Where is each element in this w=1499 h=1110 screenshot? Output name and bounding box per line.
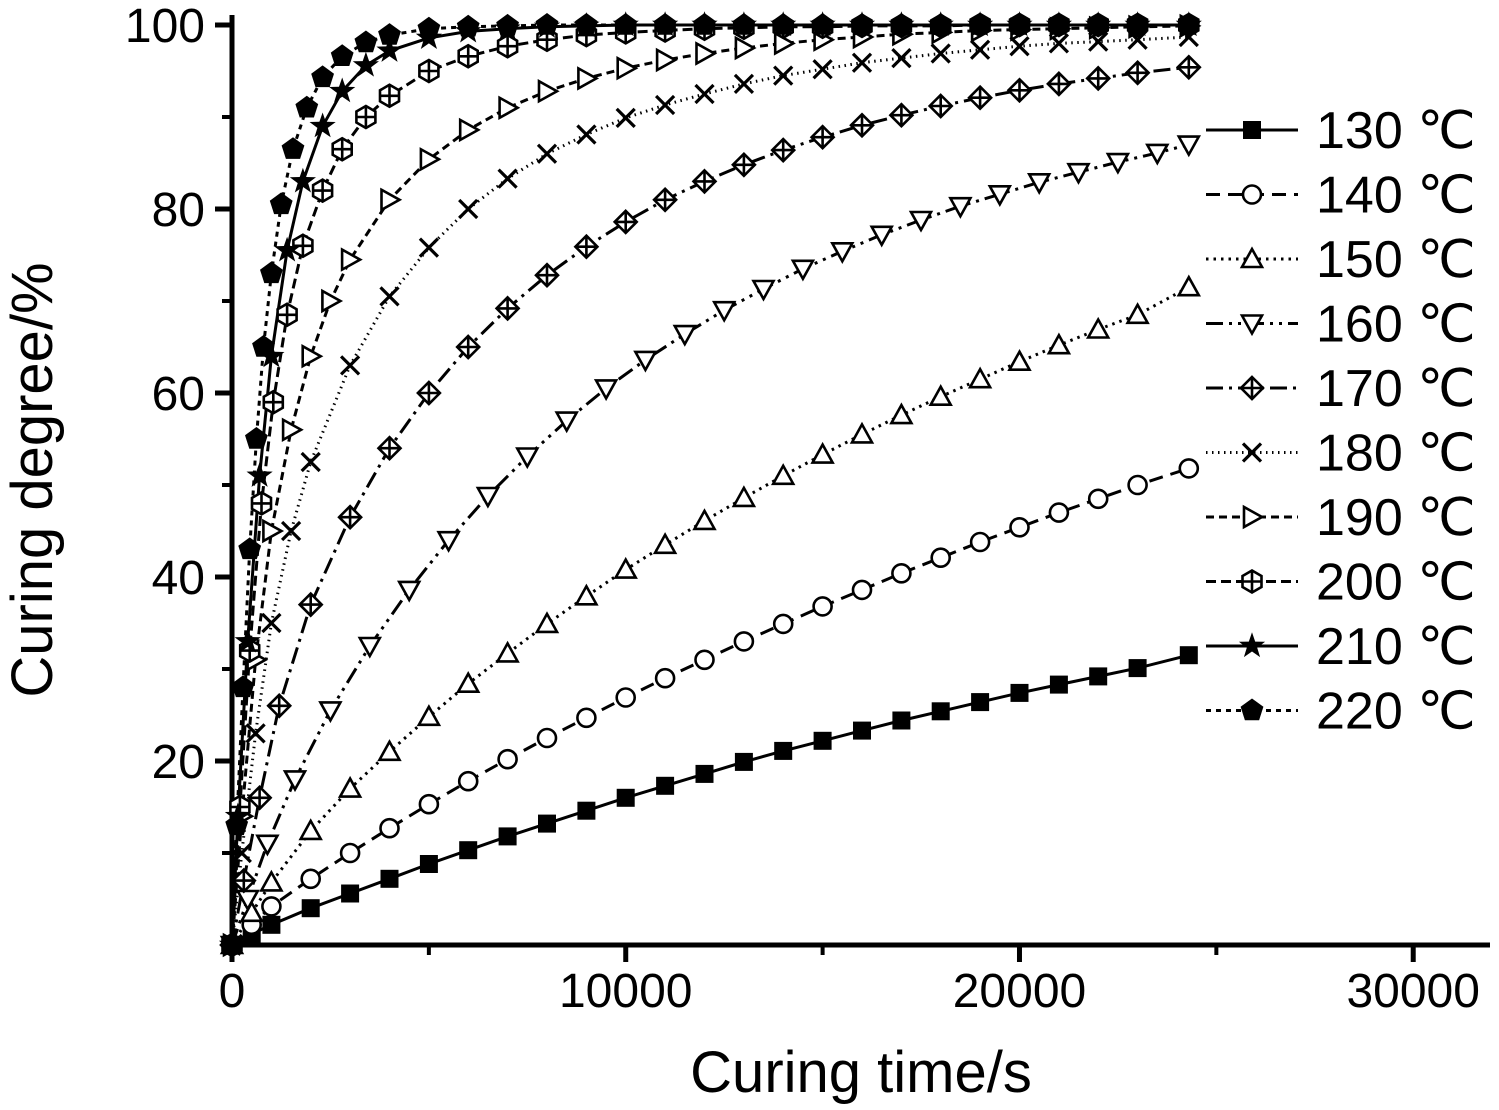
legend-label: 190 ℃ (1316, 489, 1476, 547)
series-markers-220℃ (220, 13, 1201, 955)
series-line-160℃ (230, 143, 1190, 946)
x-tick-label: 30000 (1346, 965, 1479, 1018)
series-markers-150℃ (219, 274, 1202, 955)
series-markers-130℃ (223, 646, 1198, 954)
legend: 130 ℃ 140 ℃ 150 ℃ 160 ℃ 170 ℃ 180 ℃ 190 ℃ 200 ℃… (1206, 102, 1476, 741)
series-line-180℃ (230, 35, 1189, 946)
series-markers-190℃ (222, 13, 1202, 958)
legend-entry: 190 ℃ (1206, 489, 1476, 547)
legend-label: 160 ℃ (1316, 296, 1476, 354)
series-line-190℃ (230, 24, 1189, 946)
legend-entry: 170 ℃ (1206, 360, 1476, 418)
legend-label: 170 ℃ (1316, 360, 1476, 418)
series-markers-140℃ (221, 458, 1200, 956)
legend-label: 210 ℃ (1316, 618, 1476, 676)
legend-label: 150 ℃ (1316, 231, 1476, 289)
legend-label: 140 ℃ (1316, 167, 1476, 225)
series-markers-210℃ (218, 11, 1202, 957)
legend-entry: 210 ℃ (1206, 618, 1476, 676)
x-tick-label: 10000 (559, 965, 692, 1018)
legend-label: 200 ℃ (1316, 554, 1476, 612)
legend-entry: 180 ℃ (1206, 425, 1476, 483)
y-tick-label: 80 (152, 184, 205, 237)
legend-entry: 200 ℃ (1206, 554, 1476, 612)
y-tick-label: 20 (152, 736, 205, 789)
x-axis-title: Curing time/s (690, 1040, 1032, 1105)
y-tick-label: 40 (152, 552, 205, 605)
series-line-200℃ (230, 23, 1189, 946)
series-line-130℃ (231, 653, 1190, 947)
legend-label: 220 ℃ (1316, 683, 1476, 741)
series-markers-180℃ (221, 26, 1199, 956)
series-line-220℃ (230, 23, 1189, 946)
series-line-150℃ (230, 285, 1190, 946)
legend-entry: 220 ℃ (1206, 683, 1476, 741)
legend-entry: 140 ℃ (1206, 167, 1476, 225)
y-tick-label: 100 (125, 0, 205, 53)
y-tick-label: 60 (152, 368, 205, 421)
x-tick-label: 0 (219, 965, 246, 1018)
series-markers-170℃ (219, 54, 1202, 958)
legend-entry: 130 ℃ (1206, 102, 1476, 160)
series-line-140℃ (230, 466, 1190, 947)
x-tick-label: 20000 (953, 965, 1086, 1018)
legend-entry: 150 ℃ (1206, 231, 1476, 289)
series-line-170℃ (230, 65, 1189, 946)
series-line-210℃ (230, 23, 1189, 946)
legend-entry: 160 ℃ (1206, 296, 1476, 354)
y-axis-title: Curing degree/% (0, 262, 65, 697)
legend-label: 130 ℃ (1316, 102, 1476, 160)
legend-label: 180 ℃ (1316, 425, 1476, 483)
series-markers-160℃ (219, 135, 1202, 958)
